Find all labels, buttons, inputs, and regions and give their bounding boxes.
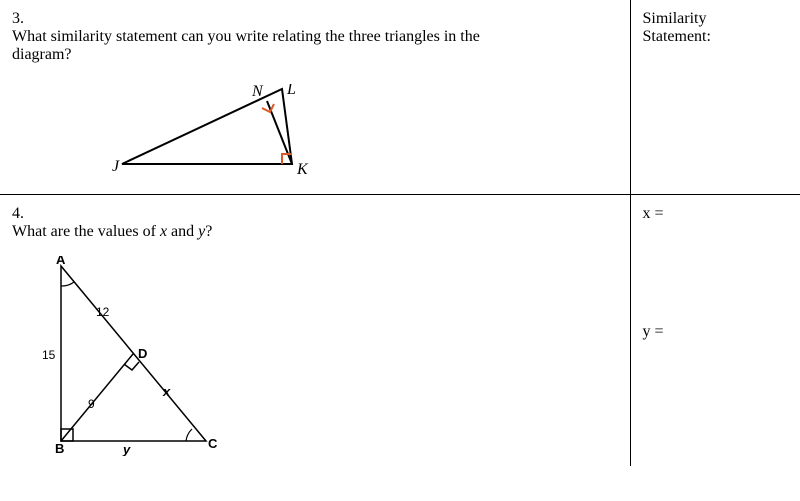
q4-cell: 4. What are the values of x and y? A B C… (0, 195, 630, 467)
triangle-jkl-icon: J K L N (112, 84, 332, 184)
q3-answer-cell: Similarity Statement: (630, 0, 800, 195)
label-c: C (208, 436, 218, 451)
label-15: 15 (42, 348, 56, 362)
q3-cell: 3. What similarity statement can you wri… (0, 0, 630, 195)
label-k: K (296, 161, 309, 178)
q4-answer-x: x = (643, 205, 789, 223)
q4-p3: ? (205, 223, 212, 240)
q4-text: What are the values of x and y? (12, 223, 592, 241)
q3-figure: J K L N (112, 84, 618, 184)
label-j: J (112, 158, 120, 175)
label-a: A (56, 256, 66, 267)
triangle-abc-icon: A B C D 15 12 9 x y (36, 256, 236, 456)
label-9: 9 (88, 397, 95, 411)
label-xseg: x (162, 384, 171, 399)
q3-answer-label-b: Statement: (643, 28, 711, 45)
q3-text: What similarity statement can you write … (12, 28, 592, 64)
label-b: B (55, 441, 64, 456)
q3-answer-label-a: Similarity (643, 10, 707, 27)
label-d: D (138, 346, 147, 361)
q4-p1: What are the values of (12, 223, 160, 240)
label-l: L (286, 84, 296, 98)
q3-line2: diagram? (12, 46, 72, 63)
q4-figure: A B C D 15 12 9 x y (36, 256, 618, 456)
label-n: N (251, 84, 264, 100)
q4-answer-cell: x = y = (630, 195, 800, 467)
q4-answer-y: y = (643, 323, 789, 341)
q4-x: x (160, 223, 167, 240)
q3-number: 3. (12, 10, 34, 28)
label-12: 12 (96, 305, 110, 319)
label-yside: y (122, 442, 131, 456)
q3-line1: What similarity statement can you write … (12, 28, 480, 45)
q4-number: 4. (12, 205, 34, 223)
q4-p2: and (167, 223, 198, 240)
